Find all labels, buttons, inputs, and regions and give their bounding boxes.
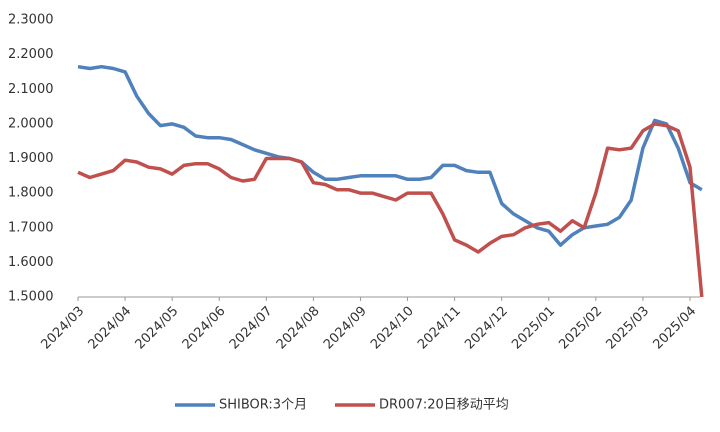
x-tick-label: 2024/08 — [274, 304, 323, 353]
y-tick-label: 2.1000 — [8, 82, 54, 97]
legend-label: SHIBOR:3个月 — [219, 398, 307, 413]
x-tick-label: 2024/05 — [133, 304, 182, 353]
y-tick-label: 1.9000 — [8, 151, 54, 166]
x-tick-label: 2025/01 — [509, 304, 558, 353]
x-tick-label: 2024/10 — [368, 304, 417, 353]
x-tick-label: 2025/03 — [603, 304, 652, 353]
x-tick-label: 2025/04 — [651, 304, 700, 353]
series-line — [77, 64, 703, 247]
y-tick-label: 1.6000 — [8, 255, 54, 270]
y-tick-label: 1.5000 — [8, 290, 54, 305]
y-tick-label: 2.0000 — [8, 116, 54, 131]
x-tick-label: 2024/11 — [415, 304, 464, 353]
x-tick-label: 2024/04 — [86, 304, 135, 353]
x-tick-label: 2024/03 — [39, 304, 88, 353]
y-tick-label: 2.3000 — [8, 13, 54, 28]
x-tick-label: 2024/06 — [180, 304, 229, 353]
legend-label: DR007:20日移动平均 — [379, 398, 509, 413]
y-tick-label: 1.7000 — [8, 220, 54, 235]
y-tick-label: 1.8000 — [8, 186, 54, 201]
x-tick-label: 2024/12 — [462, 304, 511, 353]
series-line — [77, 122, 704, 298]
x-tick-label: 2024/09 — [321, 304, 370, 353]
y-tick-label: 2.2000 — [8, 47, 54, 62]
x-tick-label: 2024/07 — [227, 304, 276, 353]
x-tick-label: 2025/02 — [556, 304, 605, 353]
